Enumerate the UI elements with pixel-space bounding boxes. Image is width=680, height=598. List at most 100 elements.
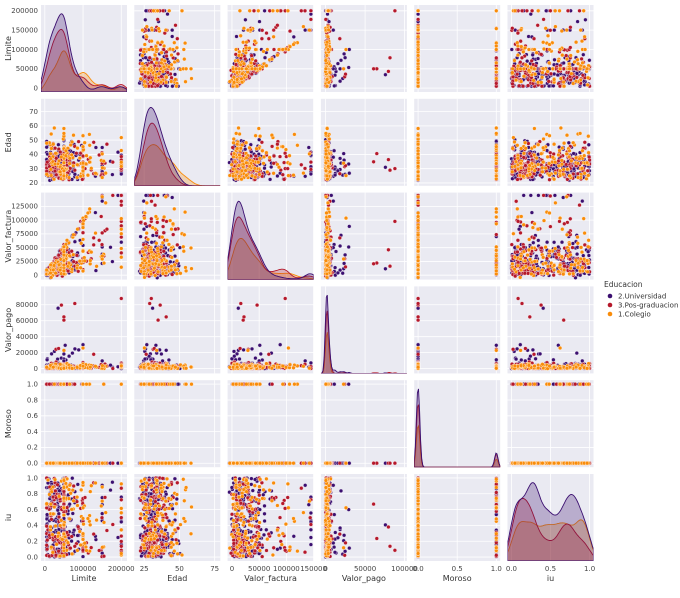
panel-Limite-vs-Edad [134,5,221,92]
point-1.Colegio [44,172,49,177]
point-1.Colegio [324,168,329,173]
point-1.Colegio [532,66,537,71]
point-3.Pos-graduacion [564,53,569,58]
point-3.Pos-graduacion [230,145,235,150]
point-3.Pos-graduacion [266,36,271,41]
point-1.Colegio [326,8,331,13]
point-1.Colegio [70,139,75,145]
point-1.Colegio [237,131,242,137]
point-2.Universidad [262,8,267,13]
point-1.Colegio [150,27,155,32]
point-1.Colegio [569,71,574,76]
point-1.Colegio [416,47,421,52]
point-1.Colegio [323,160,328,165]
point-1.Colegio [494,60,499,65]
point-1.Colegio [576,61,581,66]
point-3.Pos-graduacion [308,8,313,13]
point-1.Colegio [80,165,86,170]
point-3.Pos-graduacion [548,8,553,13]
point-1.Colegio [63,153,68,158]
point-1.Colegio [52,125,57,131]
point-1.Colegio [416,34,421,39]
point-3.Pos-graduacion [282,177,287,182]
y-tick-label: 50 [29,136,38,144]
point-1.Colegio [579,39,585,44]
point-1.Colegio [239,168,244,173]
point-1.Colegio [80,144,86,149]
point-1.Colegio [256,160,261,165]
point-1.Colegio [307,28,312,33]
point-1.Colegio [61,168,66,173]
point-1.Colegio [515,43,520,49]
point-3.Pos-graduacion [565,8,571,13]
point-1.Colegio [238,33,243,38]
point-3.Pos-graduacion [45,160,50,165]
point-2.Universidad [93,145,98,150]
point-1.Colegio [326,27,331,32]
point-1.Colegio [564,28,569,33]
point-1.Colegio [71,133,76,138]
panel-marks [227,8,313,89]
point-1.Colegio [240,80,245,85]
point-1.Colegio [325,34,330,39]
point-1.Colegio [182,57,187,62]
point-1.Colegio [553,8,558,13]
point-1.Colegio [166,64,171,69]
point-3.Pos-graduacion [251,8,257,13]
point-1.Colegio [585,75,591,80]
point-1.Colegio [58,169,63,174]
point-1.Colegio [159,80,164,85]
point-1.Colegio [172,40,177,45]
point-1.Colegio [494,125,499,131]
point-2.Universidad [269,164,274,170]
point-2.Universidad [143,55,148,60]
point-1.Colegio [523,62,528,67]
point-1.Colegio [325,40,330,45]
point-1.Colegio [80,161,86,166]
point-1.Colegio [269,57,274,62]
point-1.Colegio [236,125,241,131]
point-3.Pos-graduacion [58,149,63,155]
point-1.Colegio [49,146,54,151]
panel-Limite-vs-Valor_pago [320,5,407,92]
point-1.Colegio [547,47,552,52]
point-3.Pos-graduacion [146,75,151,80]
point-1.Colegio [257,156,262,161]
point-3.Pos-graduacion [271,28,276,33]
point-1.Colegio [341,66,346,71]
point-1.Colegio [416,66,421,71]
point-1.Colegio [51,177,57,182]
point-1.Colegio [416,58,421,63]
point-3.Pos-graduacion [387,168,393,173]
point-1.Colegio [550,66,555,71]
point-3.Pos-graduacion [299,162,304,167]
point-1.Colegio [519,44,524,49]
point-1.Colegio [162,58,167,63]
point-3.Pos-graduacion [147,55,152,60]
point-3.Pos-graduacion [580,73,585,78]
point-2.Universidad [257,19,262,24]
point-1.Colegio [159,40,165,45]
point-1.Colegio [149,39,154,44]
point-1.Colegio [292,132,297,137]
point-1.Colegio [233,159,238,164]
point-1.Colegio [557,8,562,13]
panel-marks [44,125,124,183]
point-1.Colegio [526,68,531,73]
point-3.Pos-graduacion [280,172,285,177]
point-1.Colegio [247,145,252,150]
point-1.Colegio [341,161,346,166]
point-1.Colegio [138,76,143,81]
point-1.Colegio [323,131,328,136]
point-2.Universidad [333,172,338,178]
point-2.Universidad [347,171,352,176]
point-3.Pos-graduacion [104,142,109,147]
point-1.Colegio [494,144,499,149]
point-1.Colegio [526,47,531,52]
point-1.Colegio [261,154,267,159]
point-1.Colegio [257,172,262,177]
point-1.Colegio [324,84,329,89]
panel-background [134,98,221,186]
point-3.Pos-graduacion [275,23,280,28]
point-2.Universidad [100,145,105,150]
